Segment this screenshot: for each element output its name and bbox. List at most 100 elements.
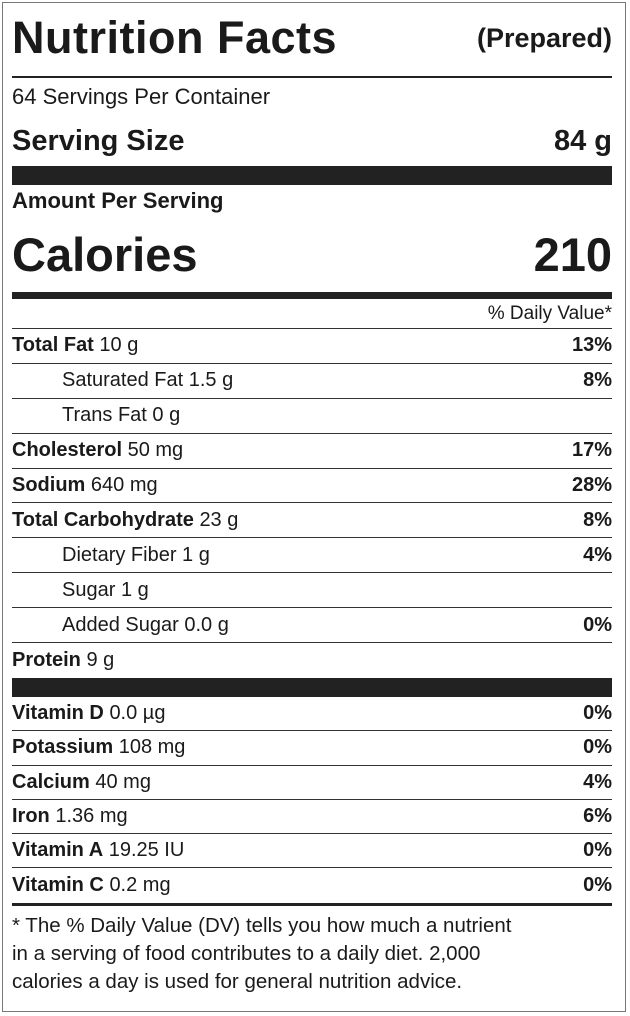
nutrient-amount: 1.5 g [188,369,234,392]
nutrient-row: Total Carbohydrate 23 g 8% [12,503,612,539]
serving-size-row: Serving Size 84 g [12,116,612,166]
nutrient: Vitamin D 0.0 µg [12,702,165,725]
nutrient: Calcium 40 mg [12,771,151,794]
footnote-line: in a serving of food contributes to a da… [12,941,481,965]
nutrient-row: Added Sugar 0.0 g 0% [12,608,612,644]
daily-value: 8% [583,508,612,531]
nutrient-name: Calcium [12,770,90,793]
daily-value: 0% [583,613,612,636]
daily-value: 4% [583,770,612,793]
nutrition-label: Nutrition Facts (Prepared) 64 Servings P… [12,0,612,996]
vitamins: Vitamin D 0.0 µg 0% Potassium 108 mg 0% Calc… [12,697,612,903]
nutrient-amount: 640 mg [90,474,158,496]
dv-heading: % Daily Value* [487,302,612,324]
nutrient-row: Sodium 640 mg 28% [12,469,612,504]
daily-value: 13% [571,334,612,357]
nutrient-amount: 108 mg [118,736,186,759]
nutrient-row: Dietary Fiber 1 g 4% [12,538,612,574]
nutrient-name: Total Fat [12,334,94,357]
nutrient-row: Vitamin C 0.2 mg 0% [12,868,612,902]
nutrient: Sugar 1 g [12,579,149,602]
nutrient-row: Total Fat 10 g 13% [12,329,612,364]
nutrient-row: Calcium 40 mg 4% [12,766,612,800]
dv-heading-row: % Daily Value* [12,299,612,329]
nutrient: Cholesterol 50 mg [12,439,183,462]
nutrient-amount: 0.2 mg [109,874,171,897]
nutrient-name: Saturated Fat [62,369,184,392]
nutrient-name: Potassium [12,736,114,759]
nutrient-amount: 0 g [152,404,181,427]
subtitle: (Prepared) [476,22,612,53]
daily-value: 0% [583,702,612,725]
nutrient-row: Sugar 1 g [12,573,612,609]
nutrient: Total Carbohydrate 23 g [12,509,238,532]
nutrient-row: Vitamin D 0.0 µg 0% [12,697,612,732]
nutrient-row: Saturated Fat 1.5 g 8% [12,364,612,399]
daily-value: 4% [583,543,612,566]
nutrient: Dietary Fiber 1 g [12,544,210,567]
nutrient: Saturated Fat 1.5 g [12,369,233,392]
calories-label: Calories [12,228,198,281]
nutrient-row: Vitamin A 19.25 IU 0% [12,834,612,869]
daily-value: 6% [583,804,612,827]
servings-row: 64 Servings Per Container [12,78,612,116]
nutrient: Iron 1.36 mg [12,805,128,828]
daily-value: 8% [583,369,612,392]
nutrient-name: Vitamin A [12,839,104,862]
servings: 64 Servings Per Container [12,84,271,109]
footnote-line: calories a day is used for general nutri… [12,969,463,993]
nutrient-amount: 0.0 µg [109,702,166,725]
nutrient-row: Iron 1.36 mg 6% [12,800,612,835]
nutrient-name: Added Sugar [62,613,179,636]
nutrient-amount: 1 g [120,578,149,601]
nutrient-name: Trans Fat [62,404,147,427]
nutrient-row: Protein 9 g [12,643,612,678]
nutrient: Protein 9 g [12,649,114,672]
nutrient: Vitamin A 19.25 IU [12,839,184,862]
nutrient: Potassium 108 mg [12,736,185,759]
thick-rule [12,677,612,697]
nutrient: Sodium 640 mg [12,474,158,497]
daily-value: 0% [583,874,612,897]
nutrient-name: Sodium [12,474,86,496]
thick-rule [12,166,612,185]
nutrient-name: Vitamin C [12,874,104,897]
nutrient: Added Sugar 0.0 g [12,614,229,637]
nutrient: Total Fat 10 g [12,334,138,357]
nutrient-amount: 19.25 IU [108,839,185,862]
nutrient-name: Protein [12,648,81,671]
daily-value: 0% [583,839,612,862]
nutrient-amount: 23 g [199,508,239,531]
serving-size-label: Serving Size [12,124,185,157]
nutrient-row: Cholesterol 50 mg 17% [12,434,612,469]
nutrient-amount: 9 g [86,648,115,671]
amount-row: Amount Per Serving [12,185,612,217]
nutrient-name: Dietary Fiber [62,543,177,566]
nutrient-amount: 40 mg [95,770,151,793]
nutrient-amount: 1.36 mg [55,804,128,827]
serving-size: 84 g [553,124,612,157]
nutrient-name: Sugar [62,578,116,601]
nutrient-row: Trans Fat 0 g [12,399,612,434]
calories-value: 210 [533,228,612,281]
nutrient-amount: 50 mg [127,439,184,462]
daily-value: 28% [571,474,612,496]
footnote: * The % Daily Value (DV) tells you how m… [12,902,612,996]
nutrient-name: Iron [12,804,50,827]
nutrient-amount: 1 g [182,543,210,566]
nutrients: Total Fat 10 g 13% Saturated Fat 1.5 g 8% Tr… [12,329,612,678]
nutrient-name: Vitamin D [12,702,104,725]
nutrient: Trans Fat 0 g [12,404,180,427]
title: Nutrition Facts [12,12,338,63]
nutrient-row: Potassium 108 mg 0% [12,731,612,766]
nutrient: Vitamin C 0.2 mg [12,874,171,897]
title-row: Nutrition Facts (Prepared) [12,0,612,78]
daily-value: 0% [583,736,612,759]
daily-value: 17% [571,439,612,462]
nutrient-amount: 10 g [99,334,139,357]
nutrient-name: Cholesterol [12,439,123,462]
nutrient-amount: 0.0 g [184,613,229,636]
footnote-line: * The % Daily Value (DV) tells you how m… [12,913,512,937]
